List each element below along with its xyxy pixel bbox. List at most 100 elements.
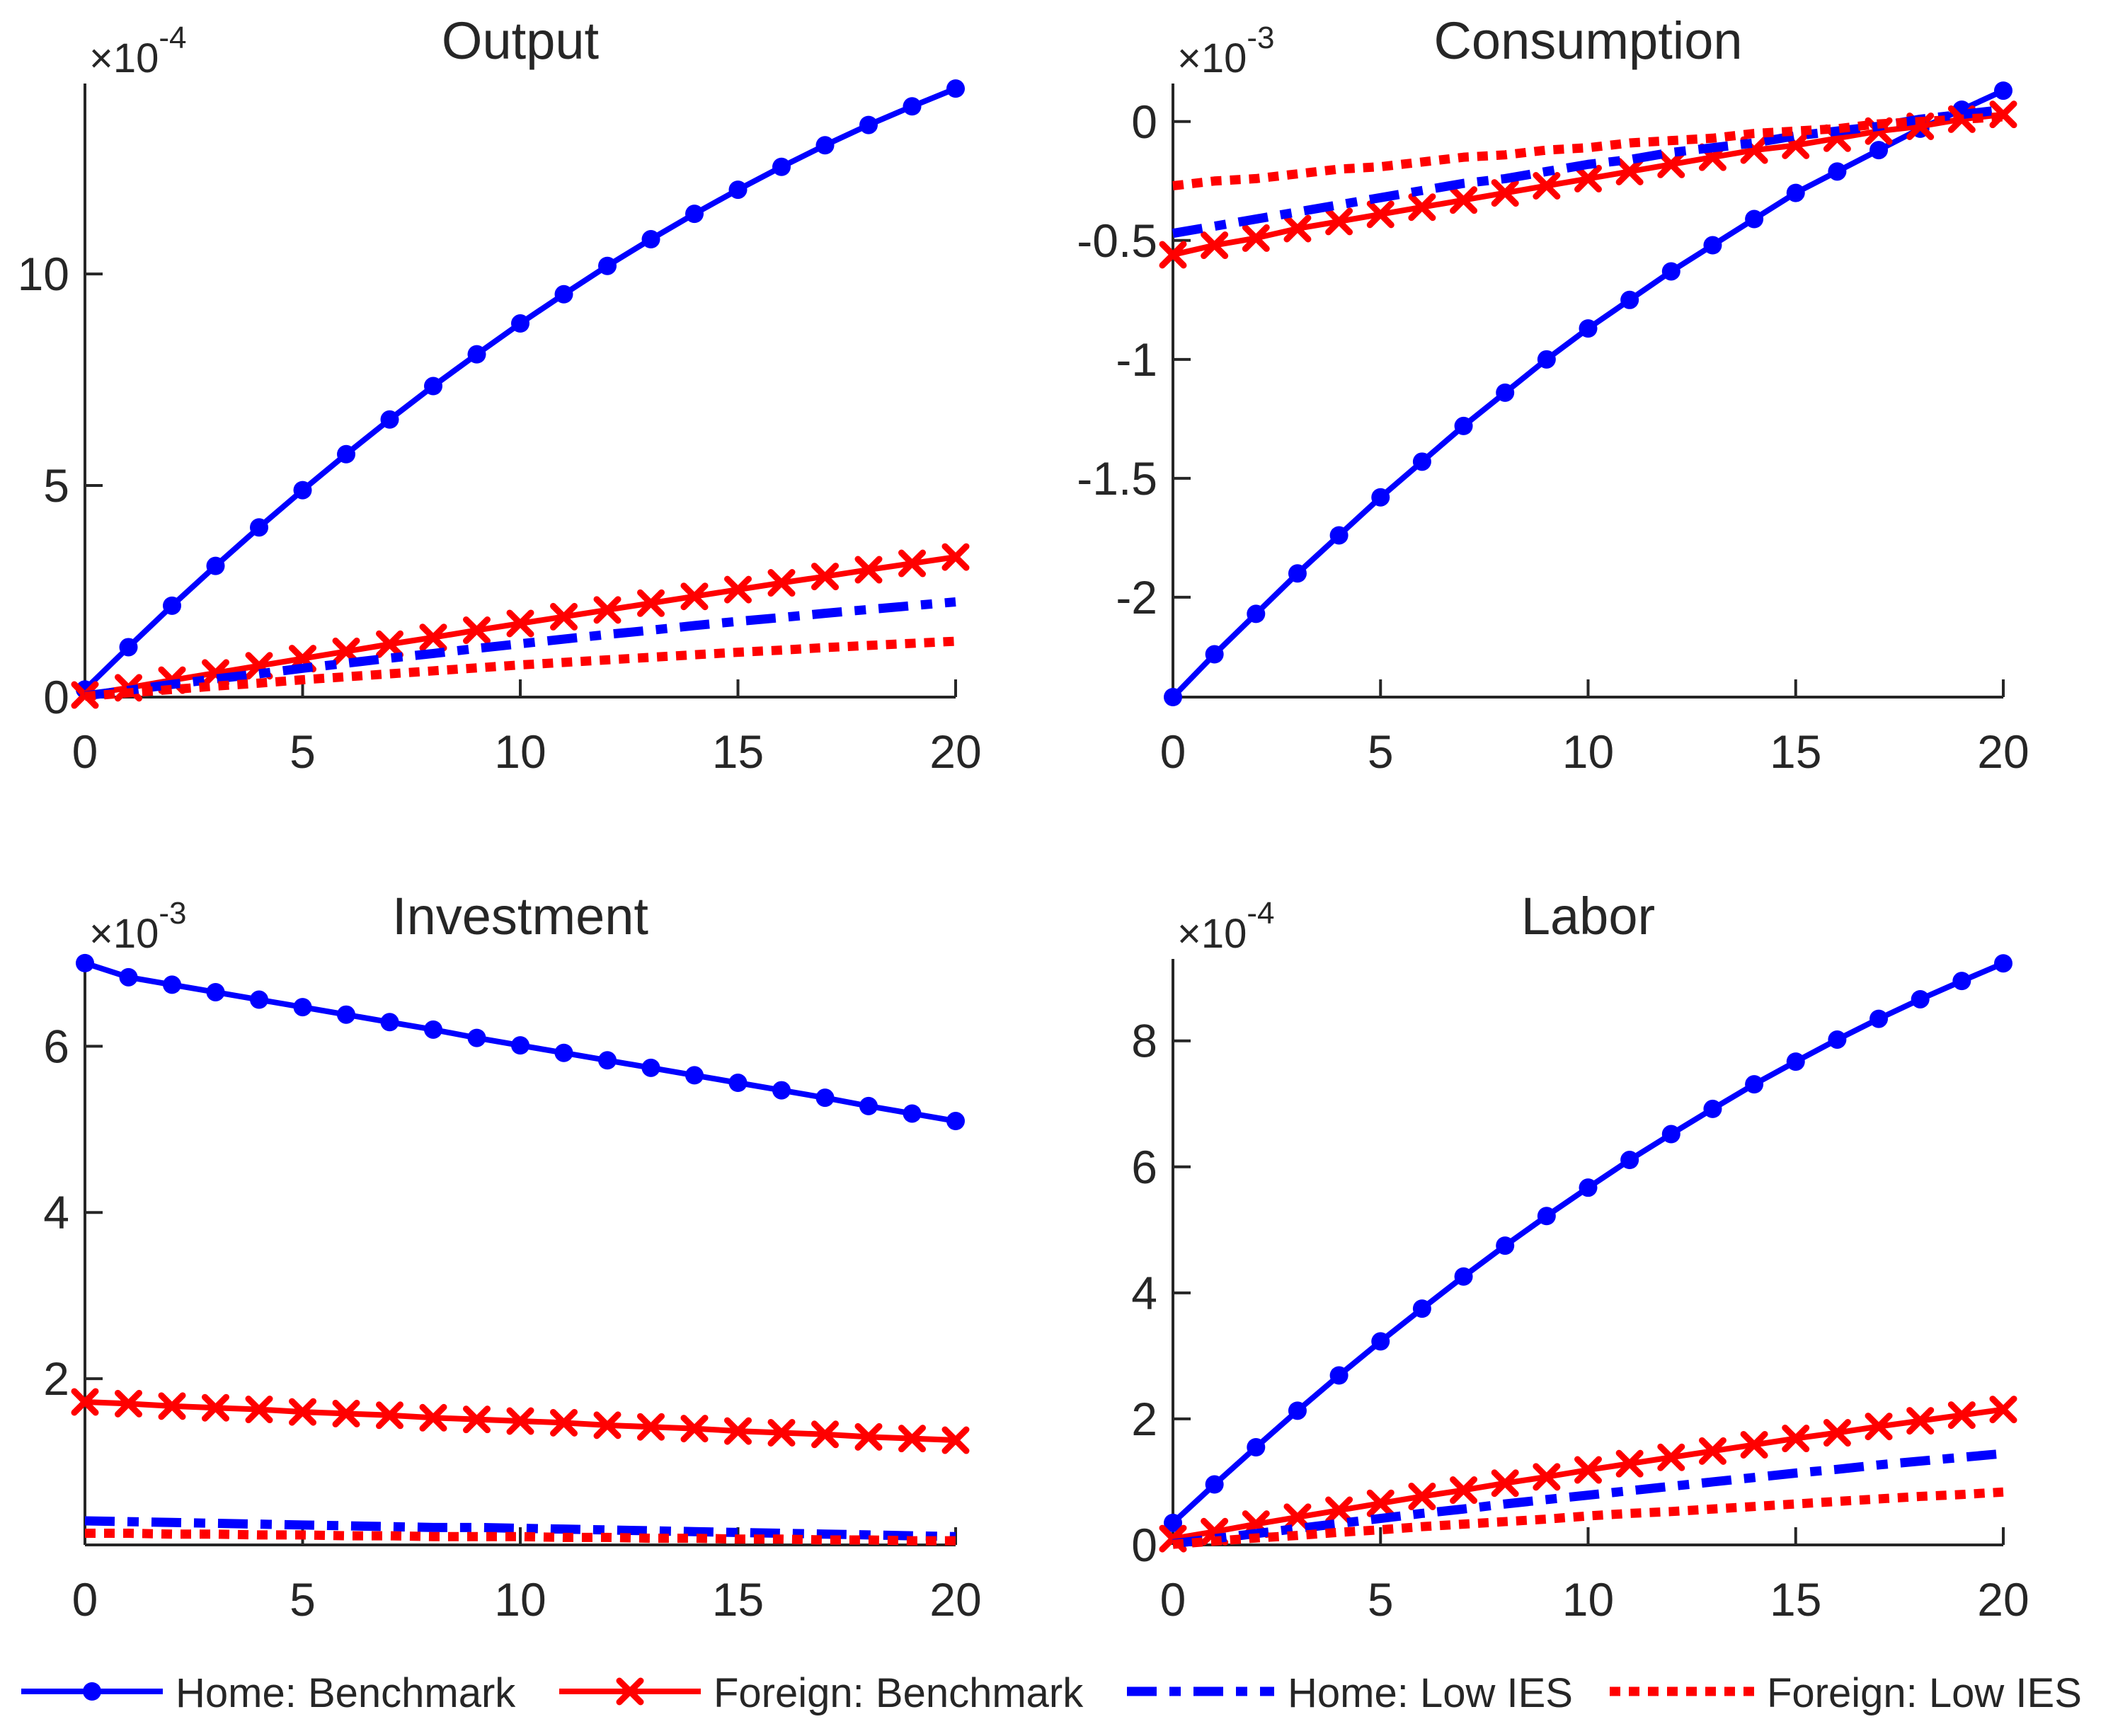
marker-x bbox=[724, 1417, 752, 1445]
marker-circle bbox=[641, 1058, 660, 1077]
marker-circle bbox=[598, 1051, 617, 1070]
marker-x bbox=[1491, 179, 1519, 207]
x-tick-label: 15 bbox=[712, 1573, 764, 1626]
x-tick-label: 15 bbox=[1770, 725, 1821, 778]
marker-x bbox=[332, 1399, 360, 1427]
series-line bbox=[84, 636, 956, 701]
marker-circle bbox=[1745, 1075, 1764, 1094]
marker-circle bbox=[1537, 1207, 1556, 1226]
marker-circle bbox=[337, 1005, 355, 1024]
marker-x bbox=[463, 1406, 491, 1434]
marker-x bbox=[1325, 207, 1353, 236]
y-tick-label: 2 bbox=[1131, 1393, 1157, 1445]
series-line bbox=[1172, 105, 2004, 238]
marker-x bbox=[637, 589, 665, 617]
series-home-benchmark bbox=[1164, 81, 2012, 706]
marker-x bbox=[1408, 193, 1436, 222]
marker-circle bbox=[1661, 262, 1680, 281]
series-line bbox=[1172, 1449, 2004, 1548]
series-line bbox=[1172, 112, 2004, 190]
marker-x bbox=[1283, 214, 1312, 243]
marker-x bbox=[1782, 1425, 1810, 1453]
y-tick-label: -0.5 bbox=[1077, 214, 1157, 267]
marker-x bbox=[1450, 186, 1478, 214]
series-line bbox=[83, 86, 957, 692]
legend-label: Foreign: Benchmark bbox=[714, 1670, 1084, 1716]
subplot-title: Output bbox=[442, 11, 600, 70]
y-axis-exponent-label: ×10-3 bbox=[89, 896, 187, 957]
marker-x bbox=[1242, 224, 1270, 252]
marker-x bbox=[1533, 1463, 1561, 1491]
marker-circle bbox=[380, 410, 399, 429]
marker-x bbox=[941, 543, 970, 571]
marker-x bbox=[158, 1392, 186, 1420]
x-tick-label: 5 bbox=[1368, 725, 1394, 778]
y-tick-label: -1 bbox=[1116, 333, 1157, 386]
marker-x bbox=[680, 582, 709, 611]
y-axis-exponent-label: ×10-4 bbox=[89, 21, 187, 81]
marker-x bbox=[1325, 1496, 1353, 1524]
marker-circle bbox=[1164, 688, 1182, 706]
marker-circle bbox=[76, 953, 94, 972]
marker-circle bbox=[1952, 972, 1971, 991]
x-tick-label: 10 bbox=[494, 1573, 546, 1626]
marker-x bbox=[1450, 1476, 1478, 1505]
y-tick-label: 10 bbox=[18, 248, 69, 300]
y-tick-label: 8 bbox=[1131, 1015, 1157, 1067]
legend-item-foreign-benchmark: Foreign: Benchmark bbox=[559, 1670, 1084, 1716]
marker-x bbox=[898, 549, 926, 577]
series-line bbox=[1171, 960, 2005, 1525]
marker-circle bbox=[1745, 209, 1764, 229]
legend-label: Home: Low IES bbox=[1288, 1670, 1573, 1716]
marker-x bbox=[1533, 172, 1561, 200]
marker-circle bbox=[119, 638, 138, 657]
subplot-title: Consumption bbox=[1433, 11, 1742, 70]
x-tick-label: 0 bbox=[1160, 1573, 1186, 1626]
marker-x bbox=[1740, 1430, 1768, 1459]
marker-circle bbox=[1579, 319, 1598, 338]
marker-x bbox=[811, 1420, 839, 1449]
x-tick-label: 0 bbox=[1160, 725, 1186, 778]
marker-x bbox=[115, 1389, 142, 1418]
marker-circle bbox=[1371, 1332, 1390, 1351]
marker-x bbox=[637, 1413, 665, 1441]
marker-x bbox=[1408, 1482, 1436, 1510]
marker-circle bbox=[1537, 350, 1556, 369]
marker-circle bbox=[424, 376, 442, 396]
marker-circle bbox=[554, 1043, 573, 1062]
series-foreign-benchmark bbox=[1159, 1396, 2017, 1553]
marker-x bbox=[854, 1422, 883, 1451]
marker-circle bbox=[1288, 1401, 1307, 1420]
x-tick-label: 15 bbox=[1770, 1573, 1821, 1626]
marker-circle bbox=[1205, 1475, 1224, 1494]
marker-circle bbox=[859, 1096, 878, 1115]
x-tick-label: 10 bbox=[494, 725, 546, 778]
series-home-low-ies bbox=[84, 597, 956, 701]
x-tick-label: 20 bbox=[929, 725, 981, 778]
marker-circle bbox=[772, 1081, 791, 1100]
series-home-low-ies bbox=[84, 1516, 956, 1541]
marker-x bbox=[202, 1393, 229, 1422]
marker-circle bbox=[1205, 645, 1224, 664]
marker-circle bbox=[728, 1073, 748, 1092]
marker-circle bbox=[1703, 1099, 1722, 1118]
marker-x bbox=[1865, 1413, 1893, 1441]
marker-x bbox=[550, 602, 578, 631]
marker-x bbox=[463, 616, 491, 645]
marker-x bbox=[376, 630, 403, 658]
marker-x bbox=[1906, 1407, 1935, 1435]
marker-circle bbox=[1994, 81, 2012, 100]
legend-item-home-low-ies: Home: Low IES bbox=[1127, 1670, 1573, 1716]
x-tick-label: 10 bbox=[1562, 1573, 1614, 1626]
series-home-benchmark bbox=[76, 79, 965, 699]
y-axis-exponent-label: ×10-3 bbox=[1177, 21, 1275, 81]
y-tick-label: 6 bbox=[43, 1020, 69, 1072]
marker-x bbox=[245, 1396, 273, 1424]
marker-circle bbox=[1786, 1052, 1805, 1071]
series-foreign-benchmark bbox=[71, 1388, 970, 1454]
marker-x bbox=[419, 623, 447, 652]
subplot-title: Labor bbox=[1521, 887, 1655, 945]
series-home-low-ies bbox=[1172, 1449, 2004, 1548]
x-tick-label: 5 bbox=[290, 1573, 316, 1626]
marker-x bbox=[1491, 1469, 1519, 1498]
